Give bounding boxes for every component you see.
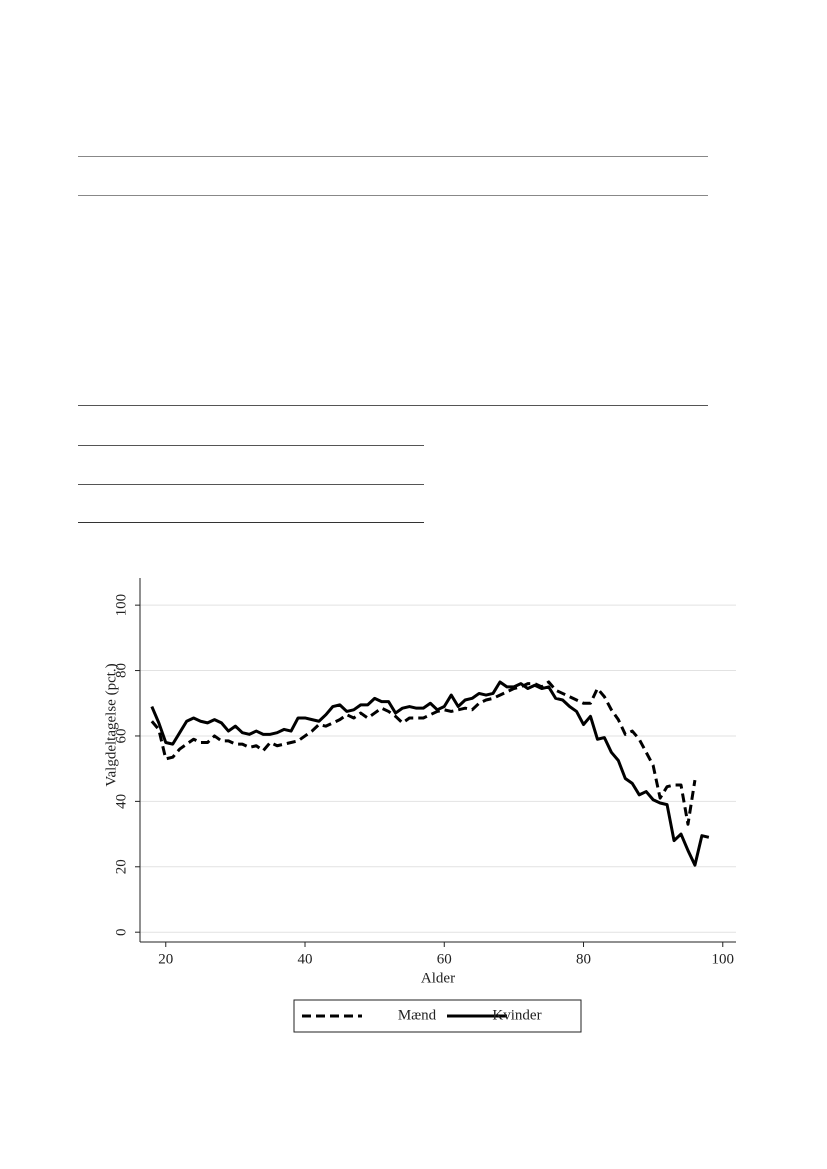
table-rule: [78, 484, 424, 485]
table-rule: [78, 405, 708, 406]
y-tick-label: 0: [113, 928, 129, 936]
legend-label: Mænd: [398, 1007, 437, 1023]
y-tick-label: 60: [113, 728, 129, 743]
x-tick-label: 60: [437, 951, 452, 967]
table-rule: [78, 522, 424, 523]
legend-box: [293, 999, 582, 1033]
x-tick-label: 40: [298, 951, 313, 967]
legend-label: Kvinder: [492, 1007, 541, 1023]
y-tick-label: 20: [113, 859, 129, 874]
table-rule: [78, 195, 708, 196]
table-rule: [78, 156, 708, 157]
x-tick-label: 100: [712, 951, 735, 967]
y-axis-label: Valgdeltagelse (pct.): [103, 663, 119, 786]
x-tick-label: 20: [158, 951, 173, 967]
y-tick-label: 40: [113, 794, 129, 809]
y-tick-label: 80: [113, 663, 129, 678]
y-tick-label: 100: [113, 594, 129, 617]
x-axis-label: Alder: [421, 970, 455, 986]
data-line: [150, 680, 710, 867]
data-line: [150, 680, 697, 826]
x-tick-label: 80: [576, 951, 591, 967]
table-rule: [78, 445, 424, 446]
